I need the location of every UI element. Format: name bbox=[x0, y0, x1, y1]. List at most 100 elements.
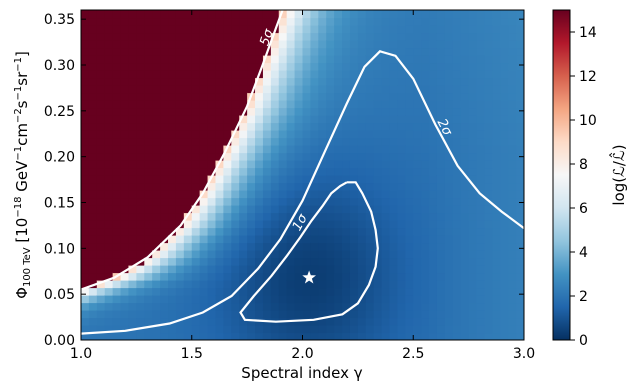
heatmap-cell bbox=[207, 227, 217, 236]
heatmap-cell bbox=[318, 10, 327, 19]
heatmap-cell bbox=[460, 310, 470, 319]
heatmap-cell bbox=[310, 32, 319, 41]
heatmap-cell bbox=[389, 272, 399, 281]
heatmap-cell bbox=[397, 310, 406, 319]
heatmap-cell bbox=[476, 235, 486, 244]
heatmap-cell bbox=[302, 175, 312, 184]
heatmap-cell bbox=[452, 265, 462, 274]
heatmap-cell bbox=[247, 152, 256, 161]
heatmap-cell bbox=[429, 205, 438, 214]
heatmap-cell bbox=[444, 280, 454, 289]
heatmap-cell bbox=[381, 92, 391, 101]
heatmap-cell bbox=[191, 40, 201, 49]
heatmap-cell bbox=[429, 295, 438, 304]
heatmap-cell bbox=[318, 25, 327, 34]
heatmap-cell bbox=[231, 130, 240, 139]
heatmap-cell bbox=[508, 85, 517, 94]
heatmap-cell bbox=[365, 295, 375, 304]
heatmap-cell bbox=[207, 257, 217, 266]
heatmap-cell bbox=[286, 107, 296, 116]
heatmap-cell bbox=[239, 272, 248, 281]
heatmap-cell bbox=[389, 160, 399, 169]
heatmap-cell bbox=[199, 167, 209, 176]
heatmap-cell bbox=[120, 287, 130, 296]
heatmap-cell bbox=[365, 227, 375, 236]
heatmap-cell bbox=[104, 32, 114, 41]
heatmap-cell bbox=[81, 287, 90, 296]
heatmap-cell bbox=[421, 220, 430, 229]
heatmap-cell bbox=[460, 317, 470, 326]
heatmap-cell bbox=[492, 212, 501, 221]
heatmap-cell bbox=[175, 122, 185, 131]
heatmap-cell bbox=[436, 85, 446, 94]
heatmap-cell bbox=[294, 220, 304, 229]
heatmap-cell bbox=[286, 47, 296, 56]
heatmap-cell bbox=[468, 160, 478, 169]
colorbar-tick-label: 12 bbox=[579, 69, 597, 85]
heatmap-cell bbox=[128, 92, 137, 101]
heatmap-cell bbox=[397, 40, 406, 49]
heatmap-cell bbox=[365, 212, 375, 221]
heatmap-cell bbox=[191, 332, 201, 340]
heatmap-cell bbox=[508, 325, 517, 334]
heatmap-cell bbox=[152, 92, 161, 101]
heatmap-cell bbox=[199, 47, 209, 56]
heatmap-cell bbox=[294, 92, 304, 101]
heatmap-cell bbox=[302, 182, 312, 191]
heatmap-cell bbox=[436, 190, 446, 199]
heatmap-cell bbox=[421, 17, 430, 26]
heatmap-cell bbox=[207, 40, 217, 49]
heatmap-cell bbox=[389, 197, 399, 206]
heatmap-cell bbox=[96, 175, 106, 184]
heatmap-cell bbox=[342, 122, 351, 131]
heatmap-cell bbox=[152, 55, 161, 64]
heatmap-cell bbox=[334, 115, 343, 124]
heatmap-cell bbox=[104, 257, 114, 266]
heatmap-cell bbox=[247, 160, 256, 169]
heatmap-cell bbox=[239, 145, 248, 154]
heatmap-cell bbox=[334, 77, 343, 86]
heatmap-cell bbox=[484, 205, 493, 214]
heatmap-cell bbox=[262, 205, 272, 214]
heatmap-cell bbox=[413, 317, 422, 326]
heatmap-cell bbox=[144, 265, 153, 274]
heatmap-cell bbox=[460, 100, 470, 109]
heatmap-cell bbox=[310, 25, 319, 34]
heatmap-cell bbox=[357, 152, 367, 161]
heatmap-cell bbox=[128, 190, 137, 199]
heatmap-cell bbox=[120, 62, 130, 71]
heatmap-cell bbox=[389, 55, 399, 64]
heatmap-cell bbox=[342, 302, 351, 311]
heatmap-cell bbox=[152, 77, 161, 86]
heatmap-cell bbox=[128, 55, 137, 64]
heatmap-cell bbox=[160, 17, 169, 26]
heatmap-cell bbox=[183, 257, 193, 266]
heatmap-cell bbox=[389, 167, 399, 176]
heatmap-cell bbox=[247, 212, 256, 221]
heatmap-cell bbox=[104, 295, 114, 304]
heatmap-cell bbox=[342, 10, 351, 19]
heatmap-cell bbox=[81, 40, 90, 49]
heatmap-cell bbox=[247, 107, 256, 116]
heatmap-cell bbox=[168, 77, 177, 86]
heatmap-cell bbox=[175, 62, 185, 71]
heatmap-cell bbox=[294, 325, 304, 334]
heatmap-cell bbox=[405, 167, 414, 176]
heatmap-cell bbox=[468, 317, 478, 326]
heatmap-cell bbox=[231, 310, 240, 319]
heatmap-cell bbox=[88, 40, 98, 49]
heatmap-cell bbox=[389, 250, 399, 259]
heatmap-cell bbox=[199, 137, 209, 146]
heatmap-cell bbox=[262, 100, 272, 109]
heatmap-cell bbox=[516, 295, 524, 304]
heatmap-cell bbox=[160, 92, 169, 101]
heatmap-cell bbox=[278, 55, 288, 64]
heatmap-cell bbox=[247, 257, 256, 266]
heatmap-cell bbox=[468, 55, 478, 64]
heatmap-cell bbox=[199, 130, 209, 139]
heatmap-cell bbox=[88, 145, 98, 154]
heatmap-cell bbox=[278, 167, 288, 176]
heatmap-cell bbox=[452, 295, 462, 304]
heatmap-cell bbox=[128, 242, 137, 251]
heatmap-cell bbox=[278, 287, 288, 296]
